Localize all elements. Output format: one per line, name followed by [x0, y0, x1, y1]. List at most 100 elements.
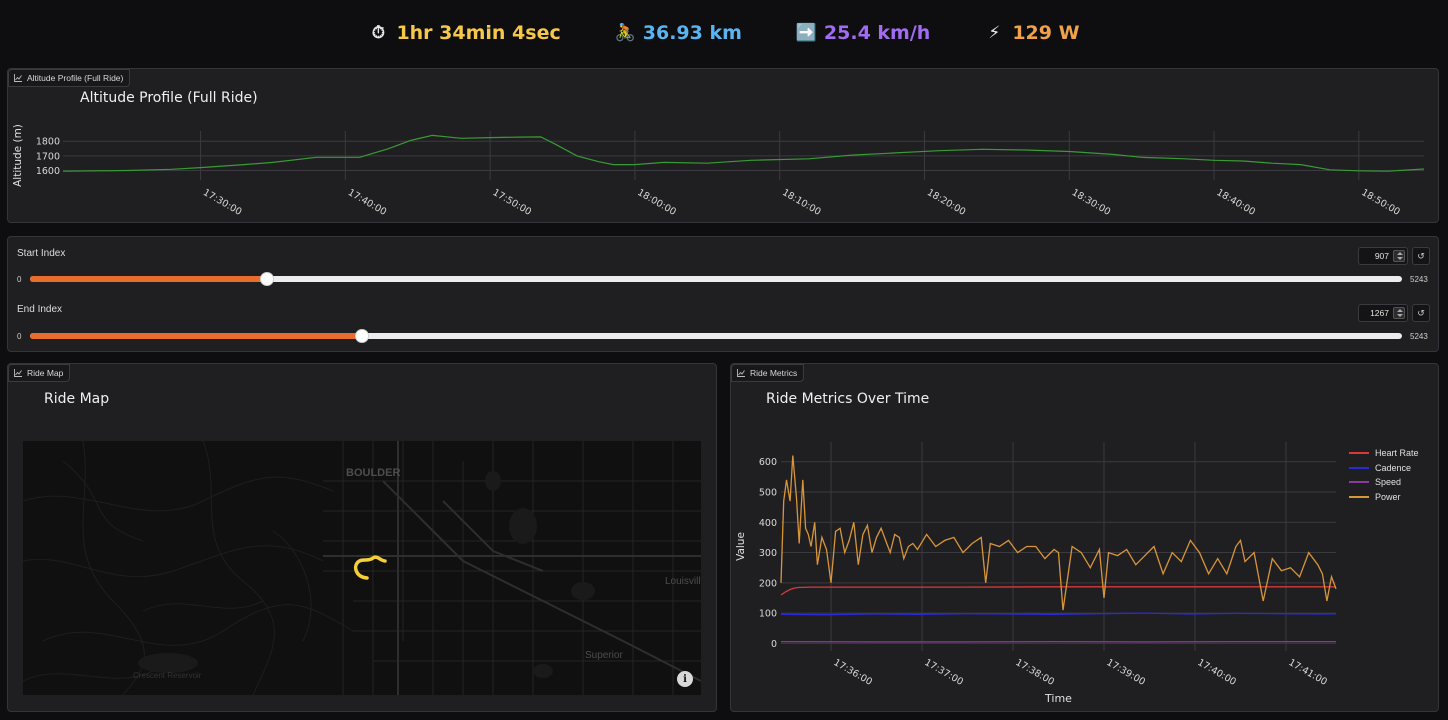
- ride-metrics-panel-tag: Ride Metrics: [731, 364, 805, 382]
- legend-speed-label: Speed: [1375, 477, 1402, 488]
- power-stat: ⚡ 129 W: [984, 22, 1079, 44]
- start-index-slider[interactable]: [30, 272, 1402, 286]
- altitude-x-tick-label: 17:50:00: [491, 187, 533, 218]
- ride-map[interactable]: BOULDER Louisvill Superior Crescent Rese…: [23, 441, 701, 695]
- metrics-y-tick-label: 200: [759, 578, 777, 589]
- metrics-y-tick-label: 300: [759, 548, 777, 559]
- end-index-slider-thumb[interactable]: [354, 329, 369, 343]
- ride-metrics-chart[interactable]: 17:36:00 17:37:00 17:38:00 17:39:00 17:40:00…: [731, 364, 1438, 711]
- metrics-y-tick-label: 600: [759, 457, 777, 468]
- metrics-y-tick-label: 500: [759, 487, 777, 498]
- altitude-x-tick-label: 18:00:00: [635, 187, 677, 218]
- legend-cadence-label: Cadence: [1375, 462, 1412, 473]
- chart-icon: [14, 369, 22, 377]
- duration-value: 1hr 34min 4sec: [396, 22, 561, 44]
- altitude-y-tick-label: 1800: [36, 137, 60, 148]
- start-index-stepper[interactable]: [1393, 250, 1405, 262]
- metrics-x-tick-label: 17:37:00: [923, 657, 965, 688]
- end-index-value: 1267: [1370, 308, 1389, 318]
- metrics-x-tick-label: 17:38:00: [1014, 657, 1056, 688]
- start-index-label: Start Index: [17, 248, 66, 259]
- altitude-x-tick-label: 18:20:00: [925, 187, 967, 218]
- right-arrow-icon: ➡️: [795, 23, 818, 43]
- ride-stats-bar: ⏱ 1hr 34min 4sec 🚴 36.93 km ➡️ 25.4 km/h…: [0, 0, 1448, 66]
- altitude-x-tick-label: 17:30:00: [201, 187, 243, 218]
- duration-stat: ⏱ 1hr 34min 4sec: [368, 22, 561, 44]
- index-slider-panel: Start Index 907 ↺ 0 5243 End Index 1267 …: [7, 236, 1439, 352]
- end-index-slider-fill: [30, 333, 362, 339]
- ride-map-panel: Ride Map Ride Map: [7, 363, 717, 712]
- altitude-panel-tag-label: Altitude Profile (Full Ride): [27, 73, 124, 83]
- legend-cadence-swatch: [1349, 466, 1369, 469]
- start-index-slider-thumb[interactable]: [260, 272, 275, 286]
- ride-metrics-panel-tag-label: Ride Metrics: [750, 368, 798, 378]
- chart-icon: [14, 74, 22, 82]
- metrics-y-tick-label: 100: [759, 609, 777, 620]
- altitude-panel: Altitude Profile (Full Ride) Altitude Pr…: [7, 68, 1439, 223]
- altitude-panel-tag: Altitude Profile (Full Ride): [8, 69, 131, 87]
- distance-stat: 🚴 36.93 km: [615, 22, 742, 44]
- distance-value: 36.93 km: [642, 22, 742, 44]
- altitude-y-tick-label: 1600: [36, 166, 60, 177]
- end-index-slider[interactable]: [30, 329, 1402, 343]
- metrics-line-power: [780, 455, 1337, 611]
- metrics-line-heart-rate: [780, 586, 1336, 596]
- stopwatch-icon: ⏱: [371, 23, 386, 43]
- altitude-chart-title: Altitude Profile (Full Ride): [80, 90, 258, 106]
- map-label-boulder: BOULDER: [346, 467, 401, 479]
- speed-stat: ➡️ 25.4 km/h: [796, 22, 930, 44]
- map-info-button[interactable]: i: [677, 671, 693, 687]
- ride-map-panel-tag: Ride Map: [8, 364, 71, 382]
- ride-metrics-title: Ride Metrics Over Time: [766, 391, 930, 407]
- map-label-superior: Superior: [585, 650, 623, 661]
- start-index-max: 5243: [1410, 275, 1428, 284]
- metrics-y-axis-label: Value: [735, 532, 747, 561]
- power-value: 129 W: [1012, 22, 1080, 44]
- metrics-x-axis-label: Time: [1044, 692, 1072, 705]
- map-label-louisville: Louisvill: [665, 576, 701, 587]
- metrics-y-tick-label: 400: [759, 518, 777, 529]
- legend-heart-rate-swatch: [1349, 452, 1369, 455]
- end-index-max: 5243: [1410, 332, 1428, 341]
- altitude-x-tick-label: 18:10:00: [780, 187, 822, 218]
- metrics-x-tick-label: 17:41:00: [1286, 657, 1328, 688]
- start-index-value: 907: [1374, 251, 1389, 261]
- altitude-line: [62, 134, 1425, 172]
- start-index-min: 0: [17, 275, 22, 284]
- altitude-x-tick-label: 17:40:00: [346, 187, 388, 218]
- ride-route: [354, 555, 387, 580]
- start-index-reset-button[interactable]: ↺: [1412, 247, 1430, 265]
- legend-power-swatch: [1349, 495, 1369, 498]
- altitude-x-tick-label: 18:30:00: [1070, 187, 1112, 218]
- map-label-reservoir: Crescent Reservoir: [133, 671, 202, 680]
- altitude-chart[interactable]: 17:30:00 17:40:00 17:50:00 18:00:00 18:10:00…: [8, 69, 1438, 222]
- metrics-x-tick-label: 17:36:00: [832, 657, 874, 688]
- metrics-legend: Heart Rate Cadence Speed Power: [1349, 446, 1419, 504]
- legend-cadence[interactable]: Cadence: [1349, 461, 1419, 476]
- map-basemap: [23, 441, 701, 695]
- end-index-label: End Index: [17, 304, 63, 315]
- legend-speed-swatch: [1349, 481, 1369, 484]
- legend-power-label: Power: [1375, 491, 1401, 502]
- speed-value: 25.4 km/h: [823, 22, 931, 44]
- metrics-y-tick-label: 0: [771, 639, 777, 650]
- altitude-x-tick-label: 18:40:00: [1215, 187, 1257, 218]
- ride-map-title: Ride Map: [44, 391, 110, 407]
- legend-speed[interactable]: Speed: [1349, 475, 1419, 490]
- metrics-x-tick-label: 17:40:00: [1195, 657, 1237, 688]
- start-index-input[interactable]: 907: [1358, 247, 1408, 265]
- metrics-line-cadence: [780, 612, 1337, 616]
- start-index-slider-fill: [30, 276, 268, 282]
- chart-icon: [737, 369, 745, 377]
- end-index-min: 0: [17, 332, 22, 341]
- lightning-icon: ⚡: [988, 23, 1001, 43]
- end-index-stepper[interactable]: [1393, 307, 1405, 319]
- legend-power[interactable]: Power: [1349, 490, 1419, 505]
- legend-heart-rate-label: Heart Rate: [1375, 448, 1419, 459]
- altitude-y-axis-label: Altitude (m): [12, 124, 24, 187]
- ride-metrics-panel: Ride Metrics Ride Metrics Over Time 17:3…: [730, 363, 1439, 712]
- end-index-reset-button[interactable]: ↺: [1412, 304, 1430, 322]
- metrics-x-tick-label: 17:39:00: [1104, 657, 1146, 688]
- legend-heart-rate[interactable]: Heart Rate: [1349, 446, 1419, 461]
- end-index-input[interactable]: 1267: [1358, 304, 1408, 322]
